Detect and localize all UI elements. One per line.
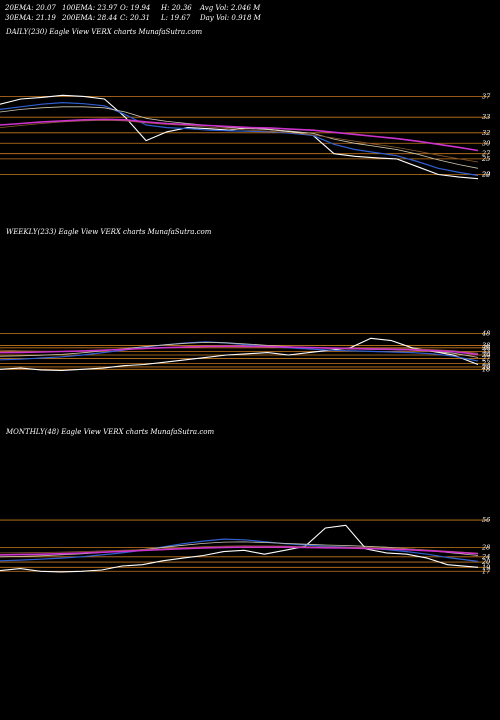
weekly-panel-label: WEEKLY(233) Eagle View VERX charts Munaf… xyxy=(6,228,212,236)
ema-fast-series-line xyxy=(0,341,479,362)
y-tick-label: 27 xyxy=(481,150,491,158)
open-readout: O: 19.94 xyxy=(120,4,151,12)
y-tick-label: 33 xyxy=(482,113,490,121)
ema20-readout: 20EMA: 20.07 xyxy=(5,4,56,12)
avg-vol-readout: Avg Vol: 2.046 M xyxy=(200,4,261,12)
monthly-panel-label: MONTHLY(48) Eagle View VERX charts Munaf… xyxy=(6,428,215,436)
y-tick-label: 23 xyxy=(481,359,490,367)
y-tick-label: 22 xyxy=(481,171,490,179)
ema100-readout: 100EMA: 23.97 xyxy=(62,4,118,12)
ema30-readout: 30EMA: 21.19 xyxy=(5,14,56,22)
price-series-line xyxy=(0,524,479,573)
y-tick-label: 28 xyxy=(481,544,490,552)
ema-fast-series-line xyxy=(0,538,479,562)
ema-fast-series-line xyxy=(0,102,479,177)
price-series-line xyxy=(0,94,479,180)
y-tick-label: 30 xyxy=(482,351,490,359)
price-series-line xyxy=(0,337,479,372)
y-tick-label: 27 xyxy=(481,355,491,363)
y-tick-label: 48 xyxy=(481,330,490,338)
y-tick-label: 19 xyxy=(482,563,490,571)
daily-panel-label: DAILY(230) Eagle View VERX charts Munafa… xyxy=(6,28,203,36)
ema-mid-series-line xyxy=(0,106,479,169)
ema-long-series-line xyxy=(0,118,479,152)
ema-mid-series-line xyxy=(0,541,479,558)
high-readout: H: 20.36 xyxy=(161,4,192,12)
y-tick-label: 20 xyxy=(481,558,490,566)
y-tick-label: 36 xyxy=(482,344,490,352)
y-tick-label: 20 xyxy=(481,363,490,371)
ema200-readout: 200EMA: 28.44 xyxy=(62,14,118,22)
low-readout: L: 19.67 xyxy=(161,14,191,22)
y-tick-label: 30 xyxy=(482,139,490,147)
day-vol-readout: Day Vol: 0.918 M xyxy=(200,14,261,22)
ema-brown-series-line xyxy=(0,119,479,163)
ema-long-series-line xyxy=(0,345,479,356)
y-tick-label: 32 xyxy=(482,129,490,137)
y-tick-label: 38 xyxy=(482,341,490,349)
y-tick-label: 18 xyxy=(482,365,490,373)
ema-long-series-line xyxy=(0,546,479,556)
y-tick-label: 33 xyxy=(482,347,490,355)
ema-brown-series-line xyxy=(0,545,479,554)
y-tick-label: 20 xyxy=(481,171,490,179)
y-tick-label: 37 xyxy=(482,92,491,100)
y-tick-label: 24 xyxy=(481,553,490,561)
y-tick-label: 17 xyxy=(482,567,491,575)
y-tick-label: 25 xyxy=(481,155,490,163)
close-readout: C: 20.31 xyxy=(120,14,150,22)
y-tick-label: 56 xyxy=(482,516,490,524)
